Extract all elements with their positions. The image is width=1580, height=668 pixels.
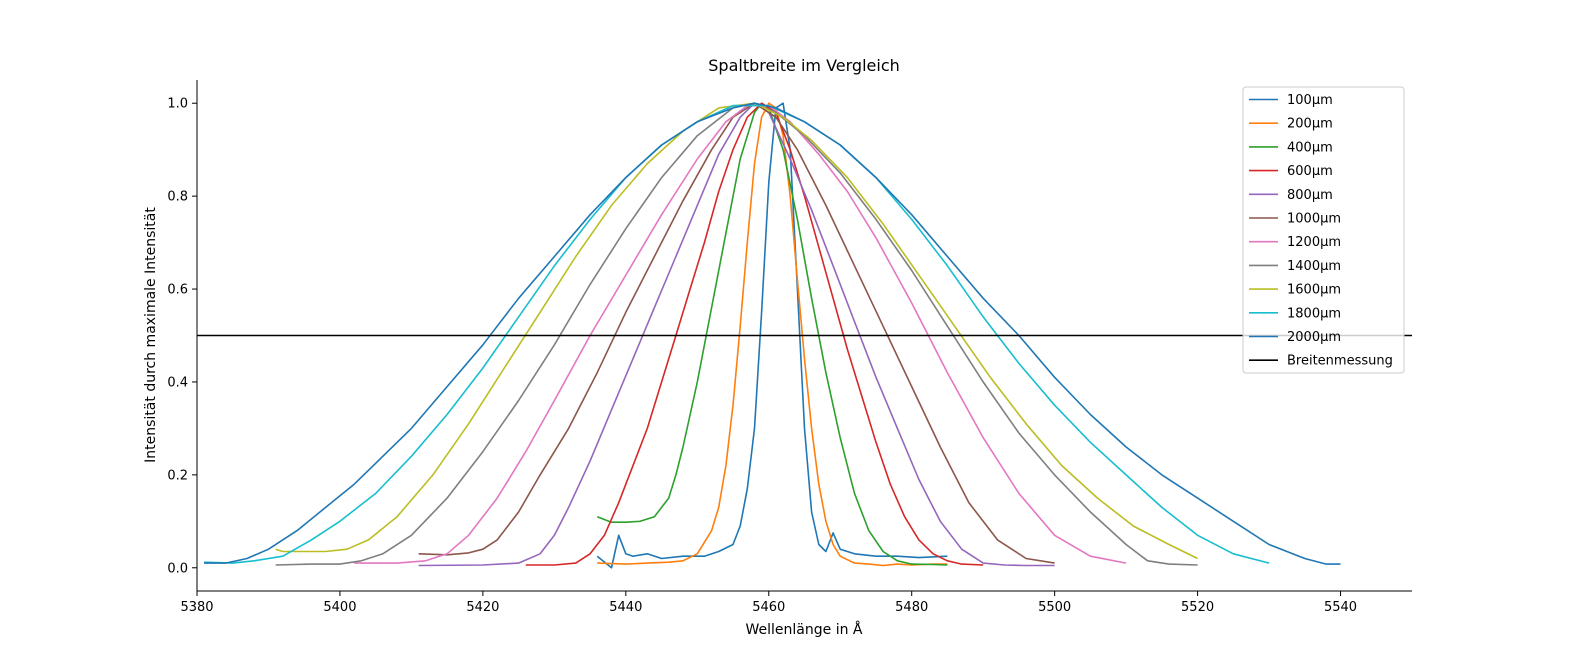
series-layer <box>197 102 1412 569</box>
legend-label: 400μm <box>1287 140 1333 155</box>
axes <box>196 80 1412 592</box>
series-line-11 <box>204 102 1341 565</box>
legend-label: 1600μm <box>1287 283 1341 298</box>
x-tick-label: 5460 <box>752 600 785 615</box>
legend-label: 1200μm <box>1287 235 1341 250</box>
legend-label: 1800μm <box>1287 306 1341 321</box>
x-tick-label: 5520 <box>1181 600 1214 615</box>
legend-label: 100μm <box>1287 93 1333 108</box>
chart-title: Spaltbreite im Vergleich <box>708 56 900 75</box>
y-tick-label: 0.8 <box>167 190 188 205</box>
series-line-7 <box>354 104 1127 564</box>
x-tick-label: 5420 <box>466 600 499 615</box>
legend-label: Breitenmessung <box>1287 354 1393 369</box>
x-tick-label: 5500 <box>1038 600 1071 615</box>
legend-label: 600μm <box>1287 164 1333 179</box>
x-tick-label: 5540 <box>1324 600 1357 615</box>
legend-label: 1000μm <box>1287 212 1341 227</box>
x-tick-label: 5380 <box>180 600 213 615</box>
y-axis-ticks: 0.0 0.2 0.4 0.6 0.8 1.0 <box>167 97 197 576</box>
legend-label: 200μm <box>1287 117 1333 132</box>
series-line-8 <box>275 102 1198 566</box>
series-line-5 <box>418 102 1055 567</box>
y-tick-label: 0.6 <box>167 283 188 298</box>
x-axis-label: Wellenlänge in Å <box>746 621 863 638</box>
legend: 100μm 200μm 400μm 600μm 800μm 1000μm 1200μm 140… <box>1242 86 1405 374</box>
x-tick-label: 5440 <box>609 600 642 615</box>
series-line-10 <box>204 104 1270 564</box>
series-line-4 <box>525 102 984 566</box>
plot-area <box>197 102 1412 569</box>
series-line-6 <box>418 102 1055 564</box>
series-line-9 <box>275 102 1198 560</box>
legend-label: 800μm <box>1287 188 1333 203</box>
legend-label: 1400μm <box>1287 259 1341 274</box>
y-tick-label: 0.2 <box>167 468 188 483</box>
y-tick-label: 0.0 <box>167 561 188 576</box>
legend-frame <box>1242 86 1405 374</box>
x-axis-ticks: 5380 5400 5420 5440 5460 5480 5500 5520 5540 <box>180 591 1357 615</box>
y-tick-label: 1.0 <box>167 97 188 112</box>
x-tick-label: 5480 <box>895 600 928 615</box>
y-axis-label: Intensität durch maximale Intensität <box>143 207 159 463</box>
series-line-1 <box>596 102 948 569</box>
y-tick-label: 0.4 <box>167 375 188 390</box>
legend-label: 2000μm <box>1287 330 1341 345</box>
x-tick-label: 5400 <box>323 600 356 615</box>
